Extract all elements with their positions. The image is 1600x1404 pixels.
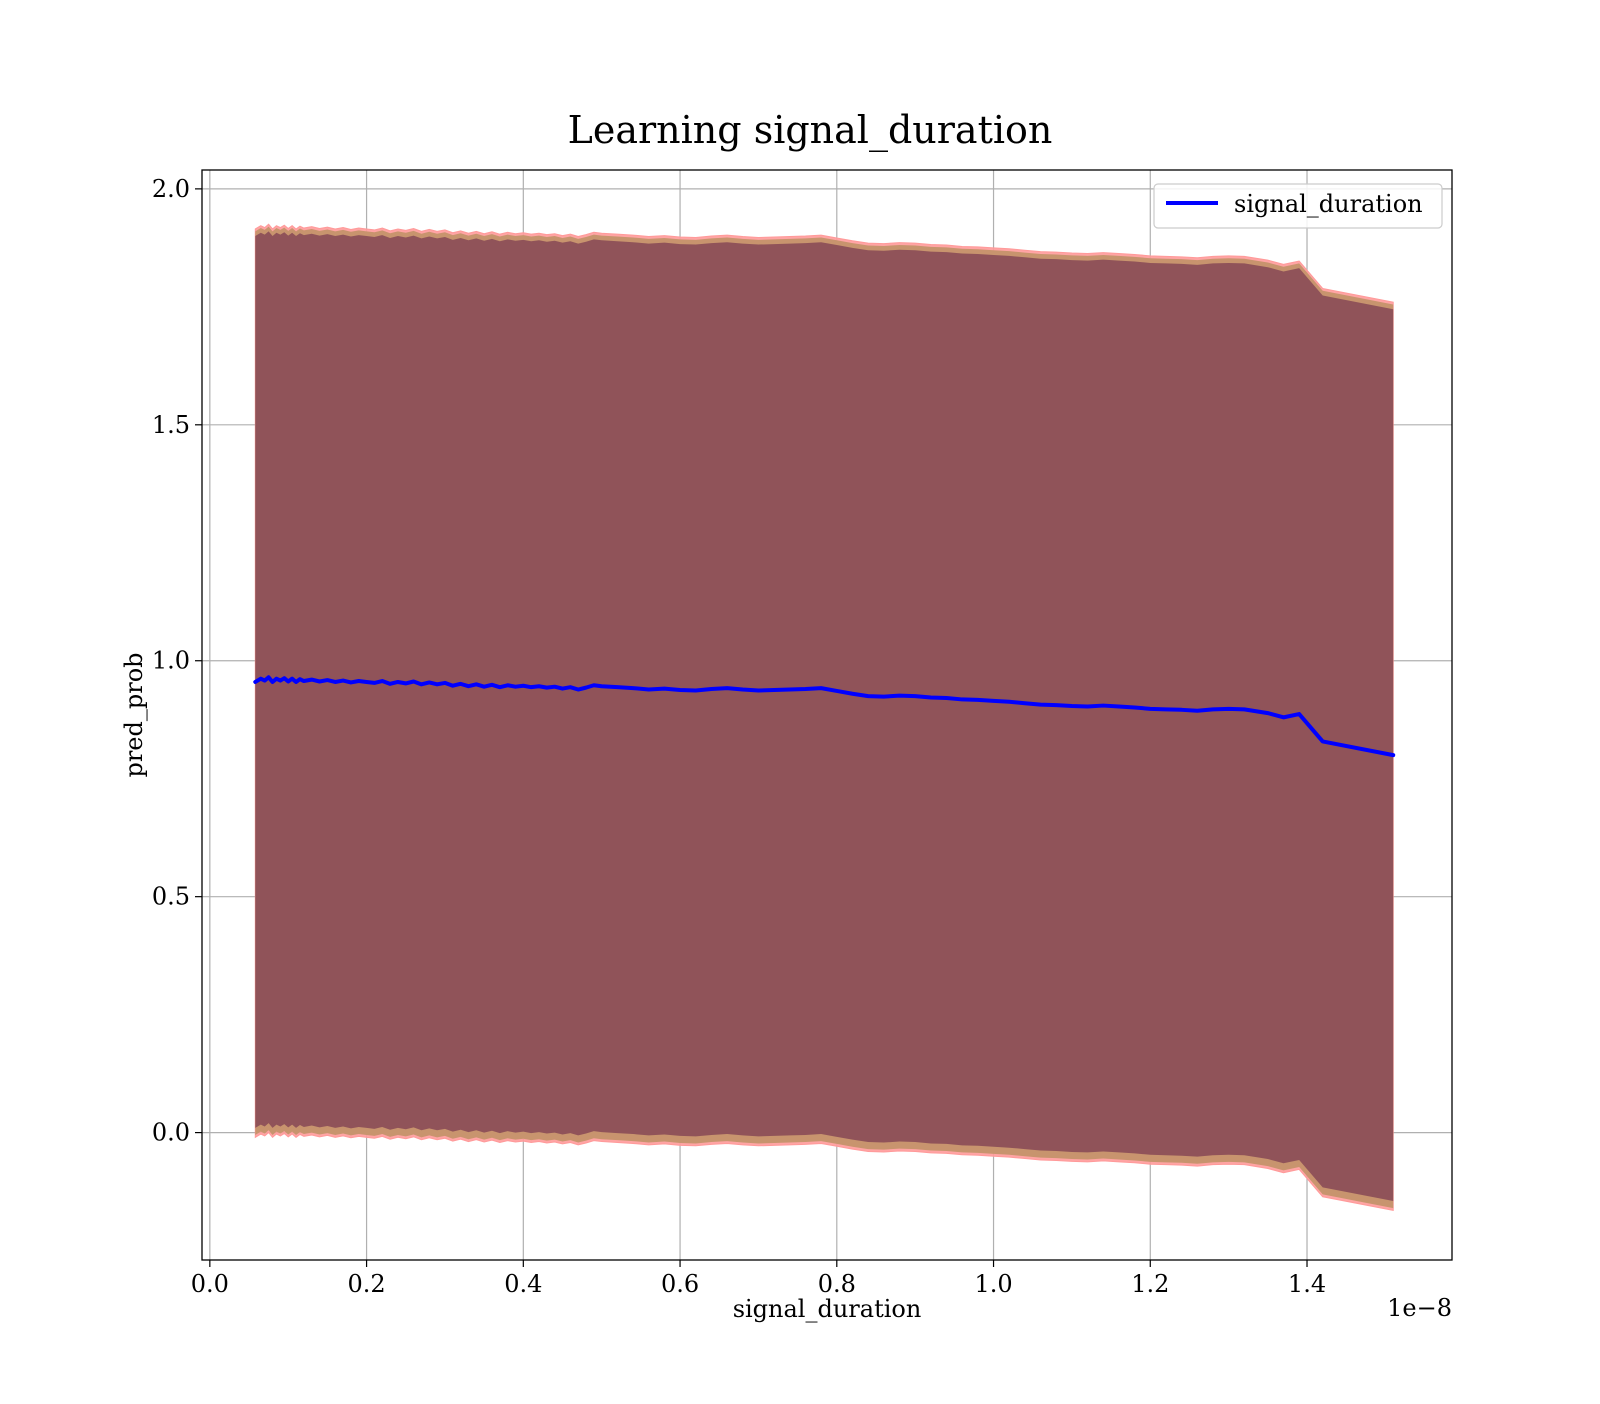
x-tick-label: 0.4 — [504, 1270, 542, 1298]
line-layer — [253, 675, 1396, 758]
series-line-signal_duration — [253, 675, 1396, 758]
x-tick-label: 1.0 — [974, 1270, 1012, 1298]
x-tick-label: 0.6 — [661, 1270, 699, 1298]
y-tick-label: 0.0 — [152, 1119, 190, 1147]
x-tick-label: 0.0 — [191, 1270, 229, 1298]
x-tick-layer: 0.0 0.2 0.4 0.6 0.8 1.0 1.2 1.4 — [191, 1260, 1326, 1298]
plot-frame — [201, 169, 1453, 1261]
legend-box — [1153, 183, 1443, 229]
chart-title: Learning signal_duration — [568, 108, 1053, 153]
y-tick-label: 1.0 — [152, 647, 190, 675]
x-tick-label: 1.2 — [1131, 1270, 1169, 1298]
y-axis-label: pred_prob — [120, 652, 148, 777]
band-inner — [255, 231, 1394, 1202]
y-tick-label: 1.5 — [152, 411, 190, 439]
band-layer — [254, 223, 1394, 1212]
x-offset-label: 1e−8 — [1387, 1294, 1452, 1322]
y-tick-label: 0.5 — [152, 883, 190, 911]
y-tick-label: 2.0 — [152, 175, 190, 203]
x-axis-label: signal_duration — [733, 1295, 922, 1323]
legend-label: signal_duration — [1234, 190, 1423, 218]
x-tick-label: 0.8 — [818, 1270, 856, 1298]
legend: signal_duration — [1153, 183, 1443, 229]
y-tick-layer: 0.0 0.5 1.0 1.5 2.0 — [152, 175, 202, 1147]
x-tick-label: 1.4 — [1288, 1270, 1326, 1298]
x-tick-label: 0.2 — [347, 1270, 385, 1298]
